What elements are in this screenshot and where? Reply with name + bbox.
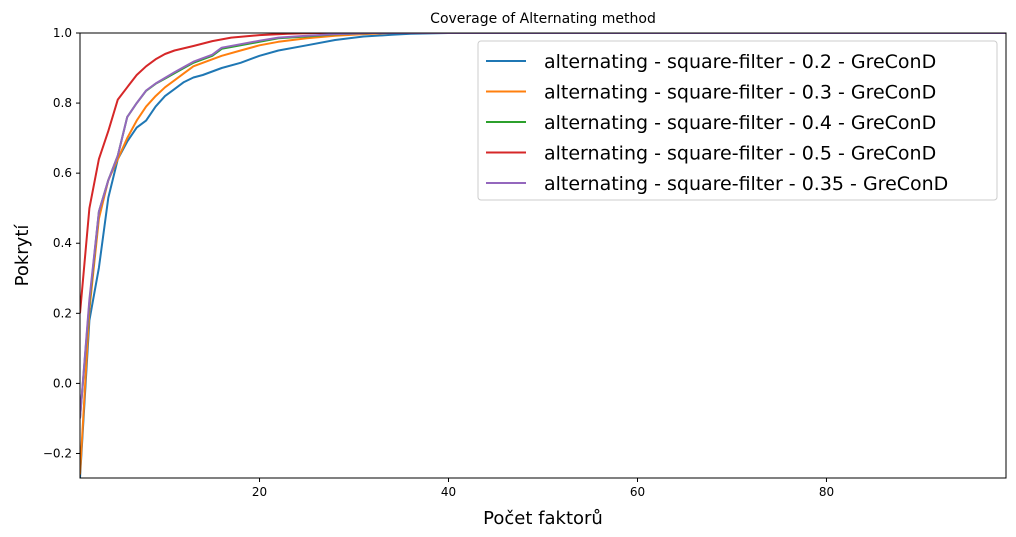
y-tick-label: 0.8 <box>53 96 72 110</box>
series-line-4 <box>80 33 1006 314</box>
legend-label: alternating - square-filter - 0.3 - GreC… <box>544 82 936 104</box>
x-tick-label: 60 <box>630 485 645 499</box>
legend-label: alternating - square-filter - 0.4 - GreC… <box>544 112 936 134</box>
y-tick-label: 0.2 <box>53 306 72 320</box>
y-tick-label: 0.0 <box>53 376 72 390</box>
x-tick-label: 20 <box>252 485 267 499</box>
series-line-5 <box>80 33 1006 419</box>
ticks-layer: 20 40 60 80 −0.2 0.0 0.2 0.4 0.6 0.8 1.0 <box>43 26 834 499</box>
x-tick-label: 40 <box>441 485 456 499</box>
x-axis-label: Počet faktorů <box>483 508 603 529</box>
x-tick-label: 80 <box>819 485 834 499</box>
plot-frame <box>79 32 1007 479</box>
legend-label: alternating - square-filter - 0.5 - GreC… <box>544 143 936 165</box>
y-axis-label: Pokrytí <box>12 224 33 287</box>
y-tick-label: −0.2 <box>43 446 72 460</box>
y-tick-label: 0.6 <box>53 166 72 180</box>
legend-label: alternating - square-filter - 0.35 - Gre… <box>544 173 948 195</box>
legend-label: alternating - square-filter - 0.2 - GreC… <box>544 51 936 73</box>
y-tick-label: 0.4 <box>53 236 72 250</box>
legend-box <box>477 40 998 201</box>
series-layer <box>80 33 1006 478</box>
y-tick-label: 1.0 <box>53 26 72 40</box>
chart-title: Coverage of Alternating method <box>430 11 656 27</box>
legend: alternating - square-filter - 0.2 - GreC… <box>477 40 998 201</box>
